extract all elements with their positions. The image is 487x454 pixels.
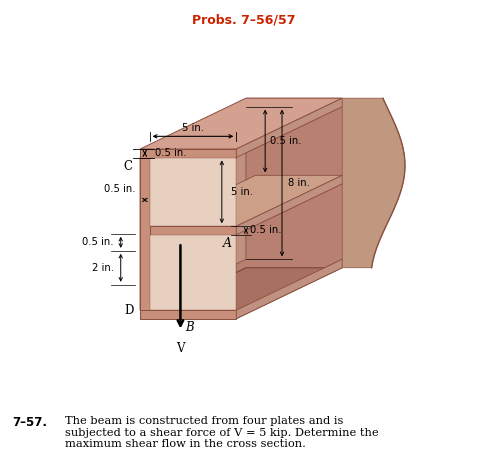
Text: V: V xyxy=(176,342,185,355)
Polygon shape xyxy=(140,158,150,310)
Text: 7–57.: 7–57. xyxy=(12,416,47,429)
Text: 5 in.: 5 in. xyxy=(231,187,253,197)
Text: 0.5 in.: 0.5 in. xyxy=(155,148,187,158)
Polygon shape xyxy=(236,98,342,158)
Text: 0.5 in.: 0.5 in. xyxy=(104,183,135,193)
Polygon shape xyxy=(150,175,342,226)
Polygon shape xyxy=(150,235,236,310)
Polygon shape xyxy=(140,310,236,319)
Text: B: B xyxy=(185,321,194,334)
Text: 0.5 in.: 0.5 in. xyxy=(82,237,113,247)
Text: A: A xyxy=(223,237,231,250)
Polygon shape xyxy=(236,107,342,226)
Text: The beam is constructed from four plates and is
subjected to a shear force of V : The beam is constructed from four plates… xyxy=(65,416,379,449)
Text: 8 in.: 8 in. xyxy=(288,178,310,188)
Polygon shape xyxy=(140,149,236,158)
Text: D: D xyxy=(125,304,134,316)
Polygon shape xyxy=(236,175,342,235)
Polygon shape xyxy=(150,158,236,226)
Polygon shape xyxy=(246,98,405,268)
Text: 5 in.: 5 in. xyxy=(182,123,204,133)
Polygon shape xyxy=(150,226,236,235)
Polygon shape xyxy=(140,268,342,319)
Polygon shape xyxy=(140,98,342,149)
Text: Probs. 7–56/57: Probs. 7–56/57 xyxy=(192,13,295,26)
Text: C: C xyxy=(124,160,133,173)
Polygon shape xyxy=(236,259,342,319)
Polygon shape xyxy=(236,184,342,310)
Polygon shape xyxy=(140,107,246,310)
Text: 0.5 in.: 0.5 in. xyxy=(250,226,281,236)
Text: 0.5 in.: 0.5 in. xyxy=(270,136,301,146)
Text: 2 in.: 2 in. xyxy=(92,263,113,273)
